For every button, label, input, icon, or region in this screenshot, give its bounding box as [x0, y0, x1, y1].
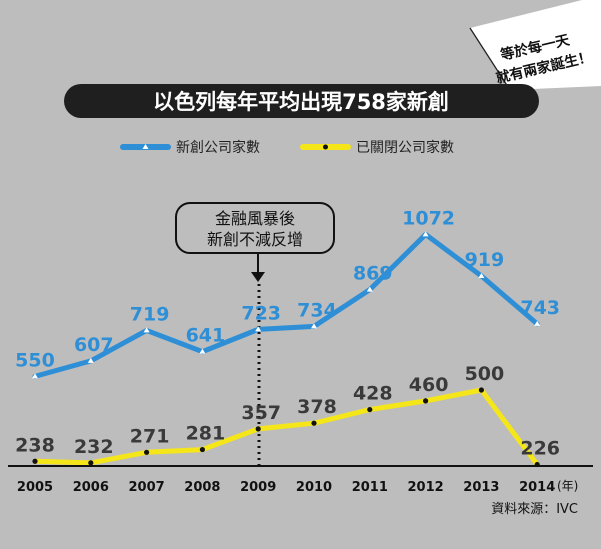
series-2-label-2009: 357 — [241, 402, 281, 424]
series-2-point-2009 — [255, 426, 261, 432]
chart-title: 以色列每年平均出現758家新創 — [153, 90, 449, 114]
series-1-label-2011: 869 — [353, 263, 393, 285]
series-2-point-2006 — [88, 460, 94, 466]
series-1-point-2007 — [143, 327, 150, 333]
series-2-point-2013 — [478, 387, 484, 393]
corner-note-border — [469, 27, 511, 91]
callout-line-1: 金融風暴後 — [215, 209, 295, 228]
x-tick-label-2014: 2014 — [519, 480, 555, 495]
series-2-label-2006: 232 — [74, 436, 114, 458]
series-2-point-2010 — [311, 420, 317, 426]
series-1-label-2006: 607 — [74, 334, 114, 356]
corner-note: 等於每一天 就有兩家誕生！ — [469, 0, 601, 91]
series-1-point-2013 — [478, 273, 485, 279]
series-2-point-2008 — [199, 446, 205, 453]
series-1-point-2011 — [366, 286, 373, 292]
series-2-point-2011 — [367, 406, 373, 413]
series-1-point-2005 — [32, 373, 38, 379]
series-1-label-2013: 919 — [465, 249, 505, 271]
x-tick-label-2006: 2006 — [73, 480, 109, 495]
x-axis-unit: (年) — [557, 479, 578, 493]
series-2-label-2008: 281 — [186, 423, 226, 445]
series-1-label-2012: 1072 — [402, 207, 455, 229]
series-2-point-2007 — [144, 449, 150, 455]
x-tick-label-2010: 2010 — [296, 480, 332, 495]
legend-label-2: 已關閉公司家數 — [356, 139, 454, 156]
series-2-label-2010: 378 — [297, 396, 337, 418]
series-2: 238 232 271 281 357 378 428 460 500 226 — [15, 363, 560, 468]
series-1-label-2010: 734 — [297, 299, 337, 321]
legend-marker-2 — [323, 144, 328, 150]
series-1-label-2008: 641 — [186, 325, 226, 347]
series-1-point-2006 — [87, 357, 94, 363]
source-note: 資料來源：IVC — [491, 502, 578, 517]
callout-line-2: 新創不減反增 — [207, 230, 303, 249]
legend-item-1: 新創公司家數 — [120, 139, 260, 156]
x-tick-label-2011: 2011 — [352, 480, 388, 495]
series-1-point-2008 — [199, 348, 206, 354]
series-2-point-2005 — [32, 458, 38, 464]
series-2-point-2012 — [423, 398, 429, 404]
x-tick-label-2008: 2008 — [184, 480, 220, 495]
x-tick-label-2012: 2012 — [408, 480, 444, 495]
series-2-label-2011: 428 — [353, 383, 393, 405]
series-2-label-2005: 238 — [15, 434, 55, 456]
series-1-point-2012 — [422, 231, 429, 237]
series-2-label-2014: 226 — [520, 438, 560, 460]
series-line-1 — [32, 231, 540, 379]
title-banner — [64, 84, 539, 118]
series-1-label-2014: 743 — [520, 297, 560, 319]
series-1-label-2009: 723 — [241, 302, 281, 324]
series-1-label-2007: 719 — [130, 303, 170, 325]
callout-box — [175, 202, 335, 254]
x-tick-label-2007: 2007 — [129, 480, 165, 495]
series-1-point-2014 — [534, 320, 541, 326]
series-line-2 — [32, 387, 540, 468]
series-1-point-2009 — [255, 326, 262, 332]
x-tick-label-2009: 2009 — [240, 480, 276, 495]
x-tick-label-2013: 2013 — [463, 480, 499, 495]
legend-item-2: 已關閉公司家數 — [300, 139, 454, 156]
x-axis-ticks: 2005 2006 2007 2008 2009 2010 2011 2012 2013 2014 — [17, 480, 555, 495]
legend-marker-1 — [142, 144, 149, 149]
series-1: 550 607 719 641 723 734 869 1072 919 743 — [15, 207, 560, 379]
legend-label-1: 新創公司家數 — [176, 139, 260, 156]
series-2-label-2007: 271 — [130, 425, 170, 447]
callout: 金融風暴後 新創不減反增 — [175, 202, 335, 282]
x-tick-label-2005: 2005 — [17, 480, 53, 495]
series-2-label-2013: 500 — [465, 363, 505, 385]
series-1-label-2005: 550 — [15, 349, 55, 371]
legend: 新創公司家數 已關閉公司家數 — [120, 139, 454, 156]
series-layer: 550 607 719 641 723 734 869 1072 919 743 238 232 271… — [15, 207, 560, 468]
series-1-point-2010 — [311, 323, 317, 329]
corner-note-background — [470, 0, 601, 90]
callout-arrow-head — [251, 272, 265, 282]
series-2-label-2012: 460 — [409, 374, 449, 396]
